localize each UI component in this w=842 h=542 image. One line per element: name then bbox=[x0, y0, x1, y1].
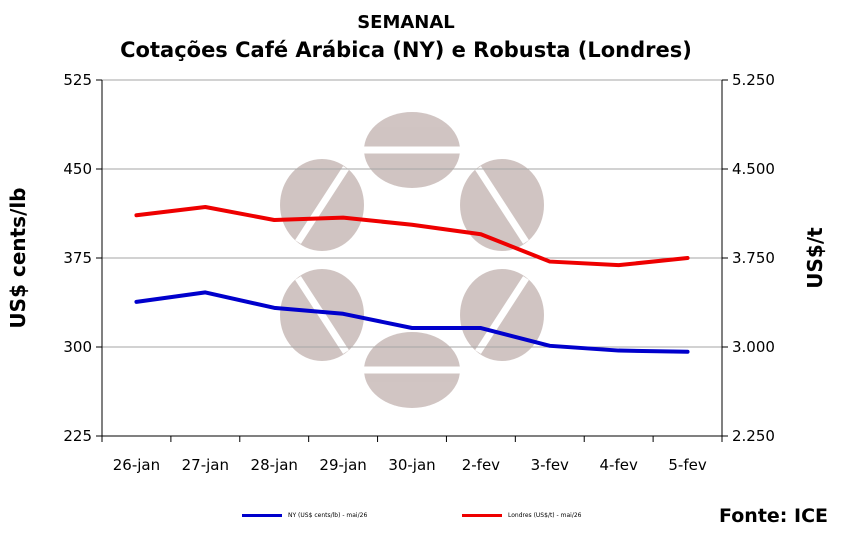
y-left-tick-label: 525 bbox=[63, 71, 92, 89]
y-left-tick-label: 225 bbox=[63, 427, 92, 445]
x-tick-label: 28-jan bbox=[251, 456, 298, 474]
x-tick-label: 4-fev bbox=[599, 456, 637, 474]
x-tick-label: 3-fev bbox=[531, 456, 569, 474]
legend-swatch-ny bbox=[242, 514, 282, 517]
legend-item-ny: NY (US$ cents/lb) - mai/26 bbox=[242, 512, 367, 519]
y-left-tick-label: 300 bbox=[63, 338, 92, 356]
x-tick-label: 5-fev bbox=[668, 456, 706, 474]
x-tick-label: 27-jan bbox=[182, 456, 229, 474]
legend-label-londres: Londres (US$/t) - mai/26 bbox=[508, 512, 582, 519]
x-tick-label: 2-fev bbox=[462, 456, 500, 474]
x-tick-label: 26-jan bbox=[113, 456, 160, 474]
y-right-tick-label: 4.500 bbox=[732, 160, 775, 178]
y-left-tick-label: 450 bbox=[63, 160, 92, 178]
y-right-tick-label: 5.250 bbox=[732, 71, 775, 89]
y-left-tick-label: 375 bbox=[63, 249, 92, 267]
y-axis-right-label: US$/t bbox=[803, 227, 827, 289]
legend-item-londres: Londres (US$/t) - mai/26 bbox=[462, 512, 581, 519]
chart-title: SEMANAL bbox=[357, 12, 455, 33]
legend-label-ny: NY (US$ cents/lb) - mai/26 bbox=[288, 512, 368, 519]
series-line-londres bbox=[134, 204, 690, 268]
source-note: Fonte: ICE bbox=[719, 505, 828, 527]
y-axis-left-label: US$ cents/lb bbox=[6, 187, 30, 328]
y-right-tick-label: 3.750 bbox=[732, 249, 775, 267]
x-tick-label: 29-jan bbox=[319, 456, 366, 474]
y-right-tick-label: 2.250 bbox=[732, 427, 775, 445]
coffee-beans-watermark bbox=[280, 112, 544, 408]
y-right-tick-label: 3.000 bbox=[732, 338, 775, 356]
legend-swatch-londres bbox=[462, 514, 502, 517]
chart-subtitle: Cotações Café Arábica (NY) e Robusta (Lo… bbox=[120, 38, 692, 62]
x-tick-label: 30-jan bbox=[388, 456, 435, 474]
